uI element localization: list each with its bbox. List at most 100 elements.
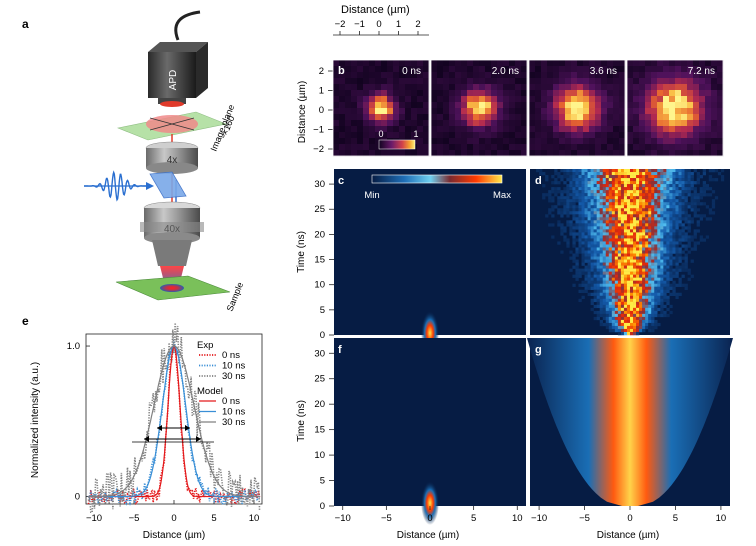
panel-d-pixel bbox=[681, 211, 685, 215]
panel-d-pixel bbox=[626, 220, 631, 224]
panel-d-pixel bbox=[593, 181, 597, 185]
panel-d-pixel bbox=[684, 169, 688, 173]
profile-curve bbox=[88, 345, 260, 498]
panel-d-pixel bbox=[596, 235, 600, 239]
panel-d-pixel bbox=[633, 184, 637, 188]
panel-d-pixel bbox=[672, 232, 676, 236]
panel-d-pixel bbox=[711, 202, 716, 206]
panel-d-pixel bbox=[566, 175, 570, 179]
panel-d-pixel bbox=[657, 277, 661, 281]
panel-d-pixel bbox=[602, 307, 607, 312]
panel-b-top-tick: 2 bbox=[415, 19, 420, 30]
panel-d-pixel bbox=[648, 226, 652, 230]
panel-d-pixel bbox=[587, 187, 591, 191]
psf-pixel bbox=[375, 78, 382, 85]
panel-d-pixel bbox=[633, 319, 637, 324]
panel-d-pixel bbox=[630, 202, 634, 206]
psf-pixel bbox=[607, 96, 614, 103]
panel-d-pixel bbox=[584, 241, 588, 245]
panel-d-pixel bbox=[675, 244, 679, 248]
panel-d-pixel bbox=[690, 238, 694, 242]
panel-d-pixel bbox=[575, 250, 579, 254]
panel-d-pixel bbox=[666, 238, 670, 242]
panel-d-pixel bbox=[630, 292, 634, 297]
panel-d-pixel bbox=[578, 172, 582, 176]
psf-pixel bbox=[651, 132, 658, 139]
panel-d-pixel bbox=[623, 244, 628, 248]
panel-d-pixel bbox=[657, 256, 661, 260]
psf-pixel bbox=[381, 90, 388, 97]
panel-d-pixel bbox=[581, 232, 585, 236]
panel-d-pixel bbox=[663, 181, 667, 185]
panel-d-pixel bbox=[596, 202, 600, 206]
psf-pixel bbox=[509, 144, 516, 151]
panel-d-pixel bbox=[602, 313, 607, 318]
panel-e-profiles: e Normalized intensity (a.u.) Distance (… bbox=[22, 314, 263, 541]
panel-d-pixel bbox=[645, 271, 649, 275]
psf-pixel bbox=[595, 108, 602, 115]
panel-d-pixel bbox=[651, 328, 655, 333]
psf-pixel bbox=[607, 60, 614, 67]
psf-pixel bbox=[583, 138, 590, 145]
panel-d-pixel bbox=[608, 172, 613, 176]
panel-d-pixel bbox=[633, 235, 637, 239]
pulse-arrow-icon bbox=[146, 182, 154, 190]
psf-pixel bbox=[473, 60, 480, 67]
psf-pixel bbox=[559, 90, 566, 97]
panel-d-pixel bbox=[566, 244, 570, 248]
psf-pixel bbox=[399, 84, 406, 91]
panel-d-pixel bbox=[617, 310, 622, 315]
panel-d-pixel bbox=[599, 277, 603, 281]
psf-pixel bbox=[699, 90, 706, 97]
psf-pixel bbox=[473, 126, 480, 133]
psf-pixel bbox=[485, 144, 492, 151]
panel-d-pixel bbox=[575, 214, 579, 218]
psf-pixel bbox=[363, 78, 370, 85]
panel-d-pixel bbox=[605, 292, 610, 297]
psf-pixel bbox=[503, 78, 510, 85]
psf-pixel bbox=[577, 126, 584, 133]
panel-d-pixel bbox=[687, 172, 691, 176]
psf-pixel bbox=[363, 126, 370, 133]
panel-d-pixel bbox=[605, 316, 610, 321]
panel-d-pixel bbox=[590, 175, 594, 179]
panel-d-pixel bbox=[654, 274, 658, 278]
panel-d-pixel bbox=[620, 223, 625, 227]
psf-frame-border bbox=[528, 59, 626, 157]
psf-pixel bbox=[479, 102, 486, 109]
panel-d-pixel bbox=[669, 277, 673, 281]
panel-d-pixel bbox=[681, 223, 685, 227]
panel-d-pixel bbox=[593, 172, 597, 176]
panel-d-pixel bbox=[617, 286, 622, 290]
panel-d-pixel bbox=[626, 325, 631, 330]
psf-pixel bbox=[467, 78, 474, 85]
panel-d-pixel bbox=[596, 193, 600, 197]
panel-d-pixel bbox=[602, 220, 607, 224]
panel-d-pixel bbox=[623, 301, 628, 306]
psf-pixel bbox=[509, 138, 516, 145]
psf-pixel bbox=[711, 132, 718, 139]
psf-pixel bbox=[657, 108, 664, 115]
panel-d-pixel bbox=[593, 283, 597, 287]
panel-d-pixel bbox=[693, 187, 697, 191]
panel-d-pixel bbox=[575, 223, 579, 227]
panel-d-pixel bbox=[657, 184, 661, 188]
psf-pixel bbox=[479, 120, 486, 127]
panel-d-pixel bbox=[581, 208, 585, 212]
panel-d-pixel bbox=[602, 217, 607, 221]
panel-d-pixel bbox=[654, 175, 658, 179]
psf-pixel bbox=[687, 72, 694, 79]
psf-pixel bbox=[705, 114, 712, 121]
panel-d-pixel bbox=[699, 202, 703, 206]
panel-d-pixel bbox=[596, 253, 600, 257]
psf-pixel bbox=[437, 96, 444, 103]
panel-d-pixel bbox=[681, 190, 685, 194]
psf-pixel bbox=[357, 126, 364, 133]
psf-pixel bbox=[693, 144, 700, 151]
psf-pixel bbox=[345, 138, 352, 145]
psf-pixel bbox=[639, 96, 646, 103]
psf-pixel bbox=[547, 126, 554, 133]
panel-d-pixel bbox=[623, 196, 628, 200]
panel-d-pixel bbox=[605, 271, 610, 275]
panel-d-pixel bbox=[611, 301, 616, 306]
